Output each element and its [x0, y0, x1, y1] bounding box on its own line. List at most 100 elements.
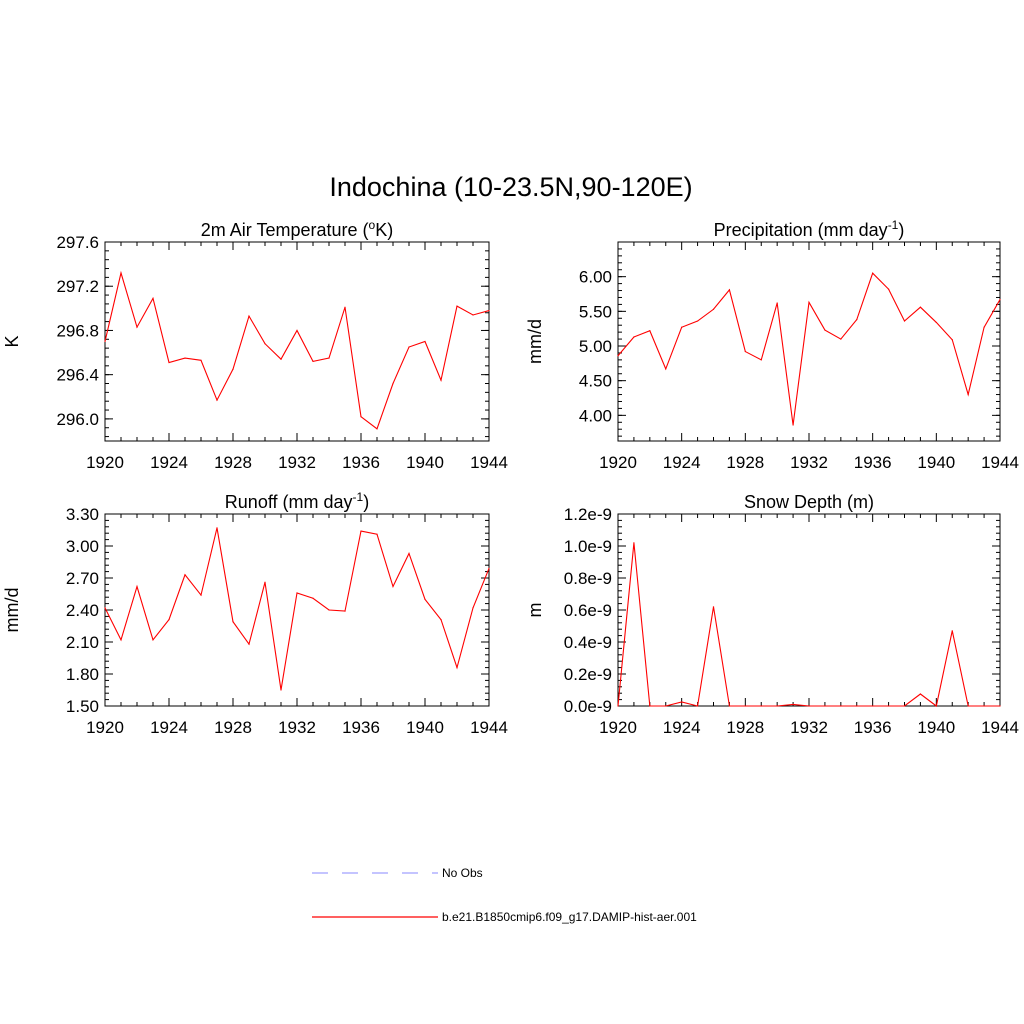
x-tick-label-air-temperature: 1944: [470, 453, 508, 472]
x-tick-label-precipitation: 1936: [854, 453, 892, 472]
data-point-air-temperature: [184, 357, 186, 359]
data-point-air-temperature: [440, 379, 442, 381]
y-tick-label-runoff: 3.00: [66, 537, 99, 556]
panel-runoff: 1920 1924 1928 1932 1936 1940 1944 1.50 1.80 2.10…: [2, 490, 508, 737]
y-tick-label-runoff: 3.30: [66, 505, 99, 524]
legend: No Obs b.e21.B1850cmip6.f09_g17.DAMIP-hi…: [312, 866, 697, 924]
x-tick-label-precipitation: 1920: [599, 453, 637, 472]
y-tick-label-runoff: 2.10: [66, 633, 99, 652]
panel-title-runoff: Runoff (mm day-1): [225, 490, 369, 512]
data-point-air-temperature: [360, 416, 362, 418]
data-point-precipitation: [633, 336, 635, 338]
data-point-runoff: [392, 585, 394, 588]
data-point-precipitation: [760, 359, 762, 361]
data-point-air-temperature: [376, 428, 378, 430]
panel-air-temperature: 1920 1924 1928 1932 1936 1940 1944 296.0 296.4 29…: [2, 218, 508, 472]
data-point-runoff: [472, 607, 474, 609]
data-point-snow-depth: [999, 705, 1001, 707]
data-point-air-temperature: [488, 309, 490, 312]
data-point-runoff: [168, 619, 170, 621]
x-tick-label-runoff: 1928: [214, 718, 252, 737]
y-tick-label-runoff: 1.50: [66, 697, 99, 716]
data-point-runoff: [184, 574, 186, 576]
data-point-snow-depth: [983, 705, 985, 707]
data-point-runoff: [328, 609, 330, 611]
data-point-precipitation: [887, 288, 890, 290]
y-tick-label-air-temperature: 296.0: [56, 410, 99, 429]
data-point-runoff: [296, 592, 298, 594]
y-tick-label-precipitation: 5.50: [579, 302, 612, 321]
y-tick-label-snow-depth: 1.2e-9: [564, 505, 612, 524]
x-tick-label-snow-depth: 1944: [981, 718, 1019, 737]
x-tick-label-precipitation: 1924: [663, 453, 701, 472]
data-point-runoff: [488, 567, 490, 570]
x-tick-label-snow-depth: 1928: [726, 718, 764, 737]
data-point-precipitation: [999, 298, 1001, 301]
data-point-runoff: [152, 639, 154, 641]
data-point-precipitation: [681, 326, 683, 328]
data-point-snow-depth: [872, 705, 874, 707]
data-point-air-temperature: [472, 314, 474, 316]
data-point-runoff: [248, 643, 250, 645]
y-axis-label-snow-depth: m: [525, 603, 545, 618]
data-point-runoff: [440, 619, 442, 621]
data-point-snow-depth: [919, 693, 922, 695]
data-point-air-temperature: [168, 361, 170, 364]
x-tick-label-runoff: 1944: [470, 718, 508, 737]
panel-title-air-temperature: 2m Air Temperature (oK): [201, 218, 393, 240]
x-tick-label-air-temperature: 1936: [342, 453, 380, 472]
x-tick-label-runoff: 1936: [342, 718, 380, 737]
data-point-snow-depth: [776, 705, 778, 707]
data-point-precipitation: [665, 368, 667, 370]
data-point-precipitation: [617, 355, 619, 357]
y-axis-label-runoff: mm/d: [2, 588, 22, 633]
data-point-air-temperature: [280, 358, 282, 360]
x-tick-label-snow-depth: 1932: [790, 718, 828, 737]
data-point-runoff: [200, 594, 202, 596]
data-point-snow-depth: [633, 542, 635, 544]
panel-title-precipitation: Precipitation (mm day-1): [714, 218, 905, 240]
y-tick-label-snow-depth: 1.0e-9: [564, 537, 612, 556]
y-tick-label-snow-depth: 0.0e-9: [564, 697, 612, 716]
y-tick-label-air-temperature: 297.2: [56, 277, 99, 296]
data-point-snow-depth: [744, 705, 746, 707]
y-axis-label-air-temperature: K: [2, 335, 22, 347]
y-tick-label-air-temperature: 296.4: [56, 366, 99, 385]
figure-title: Indochina (10-23.5N,90-120E): [329, 172, 692, 202]
data-point-air-temperature: [136, 326, 138, 328]
x-tick-label-runoff: 1932: [278, 718, 316, 737]
data-point-runoff: [360, 530, 362, 532]
y-tick-label-air-temperature: 296.8: [56, 321, 99, 340]
series-line-snow-depth: [617, 542, 1000, 707]
data-point-snow-depth: [967, 705, 969, 707]
data-point-air-temperature: [248, 315, 250, 317]
data-point-runoff: [424, 598, 426, 600]
data-point-snow-depth: [696, 705, 699, 707]
data-point-runoff: [264, 581, 266, 583]
data-point-snow-depth: [728, 705, 731, 707]
data-point-precipitation: [649, 330, 651, 332]
data-point-precipitation: [967, 393, 969, 396]
data-point-snow-depth: [856, 705, 858, 707]
y-tick-label-snow-depth: 0.4e-9: [564, 633, 612, 652]
data-point-air-temperature: [424, 340, 426, 343]
data-point-precipitation: [903, 320, 906, 322]
panel-title-snow-depth: Snow Depth (m): [744, 492, 874, 512]
x-tick-label-precipitation: 1940: [917, 453, 955, 472]
data-point-runoff: [408, 552, 410, 555]
series-line-runoff: [104, 527, 490, 691]
panel-precipitation: 1920 1924 1928 1932 1936 1940 1944 4.00 4.50 5.00…: [525, 218, 1019, 472]
y-tick-label-snow-depth: 0.2e-9: [564, 665, 612, 684]
x-tick-label-air-temperature: 1932: [278, 453, 316, 472]
data-point-runoff: [344, 610, 346, 612]
data-point-air-temperature: [408, 346, 410, 348]
data-point-precipitation: [728, 289, 731, 291]
series-line-air-temperature: [104, 270, 490, 430]
data-point-air-temperature: [264, 343, 266, 345]
legend-label-model: b.e21.B1850cmip6.f09_g17.DAMIP-hist-aer.…: [442, 910, 697, 924]
data-point-air-temperature: [104, 340, 106, 343]
data-point-snow-depth: [649, 705, 651, 707]
data-point-runoff: [280, 689, 282, 691]
data-point-precipitation: [696, 320, 699, 322]
